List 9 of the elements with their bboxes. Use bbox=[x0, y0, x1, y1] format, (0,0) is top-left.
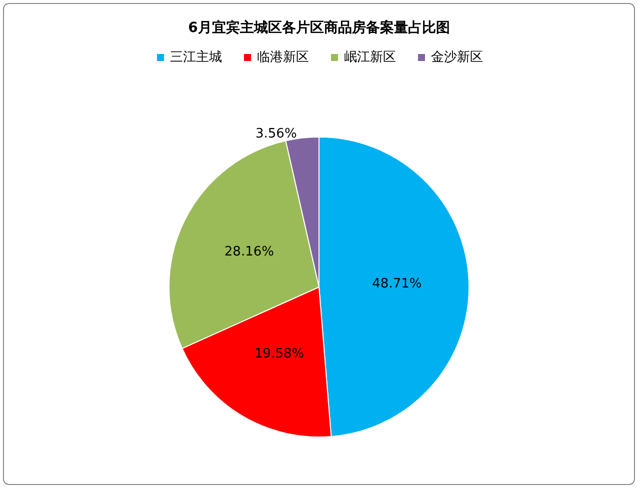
chart-title: 6月宜宾主城区各片区商品房备案量占比图 bbox=[188, 19, 450, 36]
legend-label: 三江主城 bbox=[170, 49, 222, 65]
legend-label: 金沙新区 bbox=[431, 50, 483, 65]
data-label: 19.58% bbox=[254, 346, 304, 362]
data-label: 28.16% bbox=[224, 244, 274, 260]
legend-label: 岷江新区 bbox=[344, 50, 396, 65]
data-label: 3.56% bbox=[256, 126, 297, 142]
data-label: 48.71% bbox=[372, 276, 422, 292]
legend-label: 临港新区 bbox=[257, 50, 309, 65]
